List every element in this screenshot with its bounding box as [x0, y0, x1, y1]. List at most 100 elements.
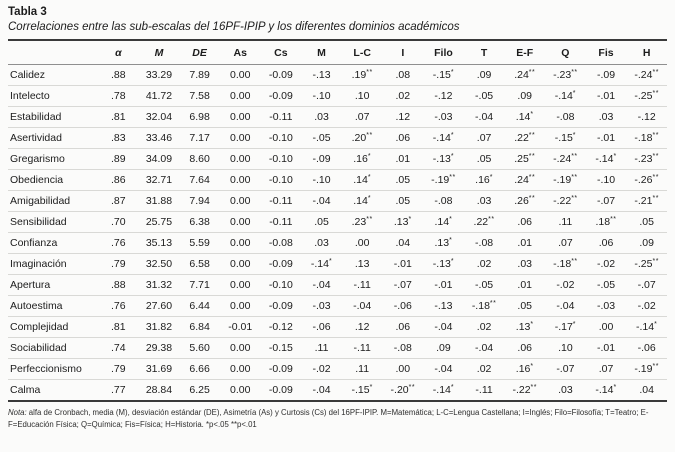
cell-value: 6.84	[189, 321, 210, 333]
cell-value: -.10	[312, 90, 331, 102]
cell-value: 32.04	[145, 111, 173, 123]
cell-value: .77	[111, 384, 126, 396]
cell-value: -.08	[434, 195, 453, 207]
table-row: Gregarismo .89 34.09 8.60 0.00 -0.10 -.09 .16*.…	[8, 149, 667, 170]
cell-value: .16*	[515, 363, 534, 375]
cell-value: -.18**	[553, 258, 578, 270]
cell-value: -0.10	[268, 174, 293, 186]
cell-value: -0.11	[269, 216, 293, 228]
row-label: Perfeccionismo	[10, 363, 82, 375]
cell-value: 33.46	[145, 132, 173, 144]
cell-value: .01	[395, 153, 411, 165]
cell-value: -.21**	[634, 195, 659, 207]
cell-value: -.05	[475, 279, 494, 291]
table-row: Sensibilidad .70 25.75 6.38 0.00 -0.11 .05 .23*…	[8, 212, 667, 233]
cell-value: 0.00	[230, 300, 251, 312]
note-prefix: Nota:	[8, 408, 27, 417]
cell-value: .00	[354, 237, 370, 249]
cell-value: -.25**	[634, 90, 659, 102]
cell-value: -.11	[475, 384, 493, 396]
cell-value: -.04	[434, 363, 453, 375]
cell-value: -.19**	[431, 174, 456, 186]
table-row: Sociabilidad .74 29.38 5.60 0.00 -0.15 .11 -.11…	[8, 338, 667, 359]
cell-value: .09	[476, 69, 492, 81]
cell-value: -.14*	[432, 384, 455, 396]
significance-asterisk: *	[654, 321, 658, 328]
cell-value: -.19**	[553, 174, 578, 186]
cell-value: .05	[314, 216, 329, 228]
significance-asterisk: *	[572, 321, 577, 328]
table-row: Asertividad .83 33.46 7.17 0.00 -0.10 -.05 .20*…	[8, 128, 667, 149]
cell-value: -.01	[596, 90, 616, 102]
column-header: Fis	[598, 47, 614, 59]
cell-value: .88	[111, 69, 126, 81]
cell-value: .00	[395, 363, 411, 375]
table-row: Imaginación .79 32.50 6.58 0.00 -0.09 -.14* .13…	[8, 254, 667, 275]
cell-value: .14*	[353, 195, 372, 207]
cell-value: -.03	[596, 300, 616, 312]
table-number-title: Tabla 3	[8, 6, 47, 18]
cell-value: -.23**	[634, 153, 659, 165]
significance-asterisk: *	[530, 321, 534, 328]
row-label: Calidez	[10, 69, 46, 81]
row-label: Estabilidad	[10, 111, 62, 123]
cell-value: 33.29	[145, 69, 173, 81]
cell-value: .89	[111, 153, 126, 165]
cell-value: 7.94	[189, 195, 210, 207]
correlation-table: α M DE As Cs M L-C I Filo T E-F Q Fis H Calidez .88 33.…	[8, 39, 667, 402]
cell-value: .14*	[353, 174, 372, 186]
cell-value: 31.32	[145, 279, 173, 291]
cell-value: -.12	[637, 111, 656, 123]
cell-value: .10	[558, 342, 573, 354]
significance-asterisk: **	[449, 174, 456, 181]
cell-value: -.04	[434, 321, 453, 333]
cell-value: .19**	[351, 69, 373, 81]
significance-asterisk: **	[652, 258, 659, 265]
cell-value: -.08	[556, 111, 575, 123]
cell-value: .13*	[393, 216, 412, 228]
row-label: Sociabilidad	[10, 342, 67, 354]
cell-value: 0.00	[230, 342, 251, 354]
cell-value: 0.00	[230, 111, 251, 123]
cell-value: -.18**	[471, 300, 497, 312]
significance-asterisk: **	[408, 384, 416, 391]
significance-asterisk: **	[528, 153, 536, 160]
cell-value: -.13*	[432, 258, 455, 270]
cell-value: .04	[639, 384, 654, 396]
cell-value: -.24**	[553, 153, 578, 165]
cell-value: .22**	[514, 132, 536, 144]
cell-value: .02	[395, 90, 411, 102]
cell-value: 6.25	[189, 384, 210, 396]
cell-value: .06	[517, 216, 533, 228]
table-row: Obediencia .86 32.71 7.64 0.00 -0.10 -.10 .14*.…	[8, 170, 667, 191]
cell-value: .02	[476, 363, 492, 375]
significance-asterisk: **	[366, 216, 373, 223]
significance-asterisk: **	[571, 258, 578, 265]
significance-asterisk: *	[328, 258, 333, 265]
column-header: M	[154, 47, 164, 59]
cell-value: 28.84	[145, 384, 173, 396]
table-row: Apertura .88 31.32 7.71 0.00 -0.10 -.04 -.11 -.0…	[8, 275, 667, 296]
cell-value: .23**	[351, 216, 373, 228]
cell-value: 7.17	[189, 132, 210, 144]
column-header: α	[115, 47, 122, 59]
cell-value: .87	[111, 195, 126, 207]
cell-value: -.17*	[554, 321, 577, 333]
cell-value: .06	[395, 132, 411, 144]
cell-value: .11	[314, 342, 329, 354]
cell-value: -.10	[596, 174, 616, 186]
cell-value: 35.13	[145, 237, 173, 249]
cell-value: .20**	[351, 132, 373, 144]
cell-value: -.09	[312, 153, 331, 165]
cell-value: -.05	[596, 279, 616, 291]
significance-asterisk: *	[530, 363, 534, 370]
cell-value: .05	[395, 195, 411, 207]
cell-value: -0.09	[268, 300, 293, 312]
column-header: Filo	[434, 47, 453, 59]
cell-value: -.13	[434, 300, 453, 312]
column-header: E-F	[516, 47, 534, 59]
cell-value: 0.00	[230, 216, 251, 228]
cell-value: 0.00	[230, 153, 251, 165]
significance-asterisk: *	[367, 174, 372, 181]
cell-value: 7.64	[189, 174, 210, 186]
